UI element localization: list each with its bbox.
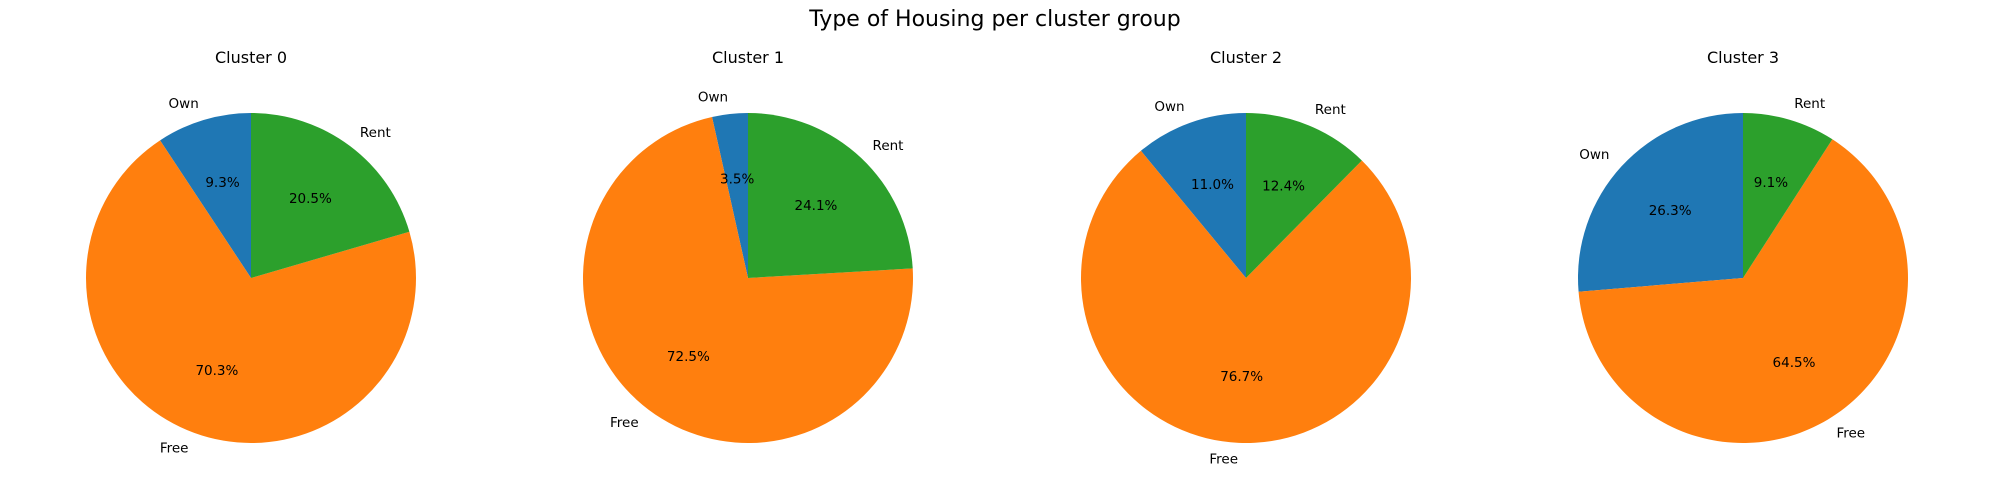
slice-label-free: Free [1836,426,1865,442]
slice-label-own: Own [169,96,199,112]
slice-percent-own: 9.3% [205,175,239,191]
slice-percent-own: 11.0% [1191,177,1234,193]
slice-label-own: Own [1579,147,1609,163]
slice-percent-free: 70.3% [195,363,238,379]
pie-slice-free [1578,139,1908,444]
slice-percent-rent: 9.1% [1754,175,1788,191]
pie-slice-free [582,116,913,444]
slice-percent-own: 26.3% [1649,203,1692,219]
pie-title: Cluster 1 [712,48,784,67]
pie-cluster-1: Cluster 1 Own Free Rent 3.5% 72.5% 24.1% [582,48,913,444]
slice-label-own: Own [698,90,728,106]
pie-slice-rent [1743,113,1833,278]
pie-slice-free [1080,150,1411,443]
pie-title: Cluster 3 [1707,48,1779,67]
slice-label-free: Free [160,440,189,456]
pie-cluster-2: Cluster 2 Own Free Rent 11.0% 76.7% 12.4% [1080,48,1411,467]
pie-slice-rent [251,113,410,278]
slice-percent-rent: 24.1% [794,198,837,214]
slice-label-own: Own [1154,99,1184,115]
pie-cluster-0: Cluster 0 Own Free Rent 9.3% 70.3% 20.5% [86,48,417,456]
slice-label-free: Free [1209,451,1238,467]
pie-slice-own [712,113,748,278]
pie-slice-rent [748,113,913,278]
slice-label-rent: Rent [873,138,904,154]
pie-cluster-3: Cluster 3 Own Free Rent 26.3% 64.5% 9.1% [1577,48,1908,444]
slice-percent-free: 76.7% [1220,369,1263,385]
pie-slice-own [1577,113,1743,292]
pies-layer: Cluster 0OwnFreeRent9.3%70.3%20.5%Cluste… [86,48,1908,467]
pie-title: Cluster 0 [215,48,287,67]
pie-title: Cluster 2 [1210,48,1282,67]
figure-title: Type of Housing per cluster group [808,7,1180,32]
slice-label-rent: Rent [360,125,391,141]
slice-label-rent: Rent [1315,102,1346,118]
pie-slice-rent [1246,113,1362,278]
slice-label-rent: Rent [1794,96,1825,112]
slice-percent-free: 72.5% [667,349,710,365]
slice-percent-free: 64.5% [1773,355,1816,371]
slice-label-free: Free [610,415,639,431]
pie-slice-own [160,113,251,278]
pie-slice-free [86,140,417,443]
pie-slice-own [1140,113,1246,278]
slice-percent-own: 3.5% [720,172,754,188]
slice-percent-rent: 12.4% [1262,178,1305,194]
slice-percent-rent: 20.5% [289,191,332,207]
